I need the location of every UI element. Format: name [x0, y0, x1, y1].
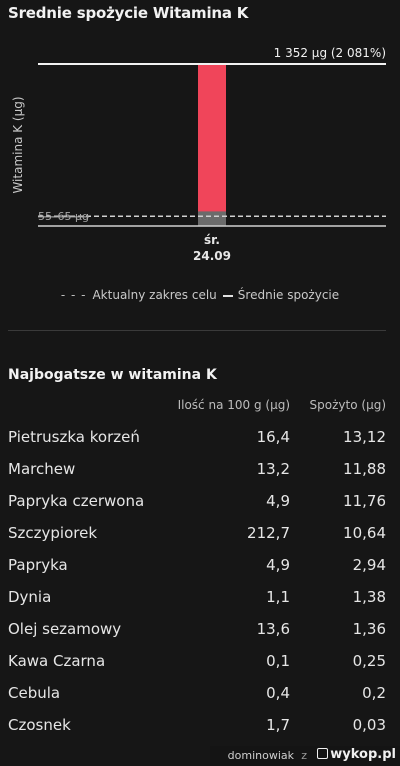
- x-tick-label-0: śr.: [204, 233, 220, 247]
- food-consumed: 13,12: [343, 428, 386, 446]
- food-consumed: 11,88: [343, 460, 386, 478]
- food-consumed: 0,03: [352, 716, 386, 734]
- table-row: Czosnek 1,7 0,03: [0, 709, 400, 741]
- food-amount: 0,4: [266, 684, 290, 702]
- food-amount: 212,7: [247, 524, 290, 542]
- table-row: Papryka czerwona 4,9 11,76: [0, 485, 400, 517]
- food-name: Dynia: [8, 588, 52, 606]
- food-name: Kawa Czarna: [8, 652, 106, 670]
- footer-site: wykop.pl: [330, 747, 396, 762]
- x-tick-label-1: 24.09: [193, 249, 231, 263]
- food-name: Papryka: [8, 556, 68, 574]
- watermark-footer: dominowiak z wykop.pl: [210, 746, 400, 766]
- table-title: Najbogatsze w witamina K: [8, 367, 217, 383]
- food-consumed: 2,94: [352, 556, 386, 574]
- table-row: Dynia 1,1 1,38: [0, 581, 400, 613]
- legend-average-label: Średnie spożycie: [237, 288, 340, 302]
- food-amount: 1,7: [266, 716, 290, 734]
- food-amount: 4,9: [266, 556, 290, 574]
- legend-dashed-line-icon: - - -: [60, 288, 87, 302]
- food-name: Marchew: [8, 460, 76, 478]
- food-amount: 0,1: [266, 652, 290, 670]
- wykop-logo-icon: [317, 748, 329, 759]
- food-consumed: 10,64: [343, 524, 386, 542]
- chart-title: Srednie spożycie Witamina K: [8, 4, 249, 22]
- chart-legend: - - - Aktualny zakres celu Średnie spożyci…: [0, 288, 400, 302]
- food-amount: 4,9: [266, 492, 290, 510]
- food-amount: 1,1: [266, 588, 290, 606]
- food-name: Czosnek: [8, 716, 71, 734]
- footer-z: z: [301, 749, 307, 762]
- food-amount: 16,4: [256, 428, 290, 446]
- food-name: Olej sezamowy: [8, 620, 122, 638]
- table-row: Papryka 4,9 2,94: [0, 549, 400, 581]
- food-consumed: 0,2: [362, 684, 386, 702]
- food-table: Pietruszka korzeń 16,4 13,12 Marchew 13,2 11…: [0, 421, 400, 741]
- legend-target-label: Aktualny zakres celu: [92, 288, 217, 302]
- section-divider: [8, 330, 386, 331]
- food-name: Szczypiorek: [8, 524, 98, 542]
- table-row: Szczypiorek 212,7 10,64: [0, 517, 400, 549]
- column-header-amount: Ilość na 100 g (µg): [177, 398, 290, 412]
- vitamin-k-chart: Witamina K (µg) 1 352 µg (2 081%) 55–65 µg…: [11, 46, 386, 263]
- food-name: Cebula: [8, 684, 61, 702]
- table-row: Cebula 0,4 0,2: [0, 677, 400, 709]
- food-amount: 13,6: [256, 620, 290, 638]
- table-row: Marchew 13,2 11,88: [0, 453, 400, 485]
- legend-solid-line-icon: [222, 294, 233, 297]
- food-name: Pietruszka korzeń: [8, 428, 140, 446]
- target-label: 55–65 µg: [38, 210, 89, 223]
- footer-username: dominowiak: [227, 749, 294, 762]
- column-header-consumed: Spożyto (µg): [309, 398, 386, 412]
- food-consumed: 1,36: [352, 620, 386, 638]
- y-axis-label: Witamina K (µg): [11, 96, 25, 193]
- food-consumed: 1,38: [352, 588, 386, 606]
- food-amount: 13,2: [256, 460, 290, 478]
- wykop-logo: wykop.pl: [317, 747, 396, 762]
- bar-base-segment: [198, 211, 226, 226]
- food-consumed: 11,76: [343, 492, 386, 510]
- table-row: Kawa Czarna 0,1 0,25: [0, 645, 400, 677]
- value-label: 1 352 µg (2 081%): [274, 46, 386, 60]
- food-consumed: 0,25: [352, 652, 386, 670]
- food-name: Papryka czerwona: [8, 492, 145, 510]
- table-row: Pietruszka korzeń 16,4 13,12: [0, 421, 400, 453]
- bar-sr-24-09: [198, 64, 226, 220]
- table-row: Olej sezamowy 13,6 1,36: [0, 613, 400, 645]
